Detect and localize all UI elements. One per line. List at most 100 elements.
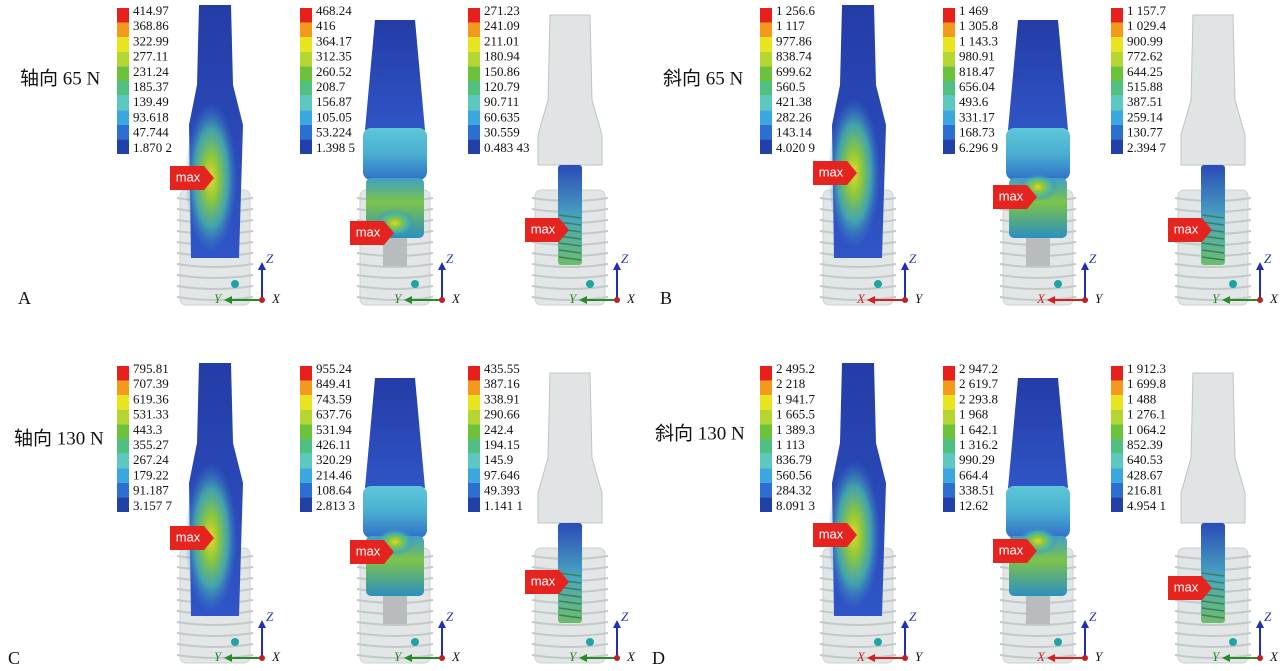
legend-value: 852.39 (1127, 437, 1163, 452)
abutment-cone (365, 20, 425, 130)
legend-value: 1 117 (776, 18, 805, 33)
legend-value: 180.94 (484, 49, 520, 64)
light-sphere (411, 638, 419, 646)
screw-thread (1201, 249, 1225, 254)
abutment-cone (1008, 20, 1068, 130)
legend-value: 468.24 (316, 3, 352, 18)
max-label: max (176, 169, 201, 184)
legend-swatch (300, 424, 312, 439)
legend-swatch (1111, 395, 1123, 410)
legend-value: 130.77 (1127, 125, 1163, 140)
legend-value: 416 (316, 18, 336, 33)
screw (1026, 596, 1050, 624)
legend-swatch (468, 380, 480, 396)
legend-swatch (468, 409, 480, 425)
axis-origin (1257, 297, 1263, 303)
axis-z-head (258, 262, 266, 270)
screw-thread (558, 614, 582, 619)
panel-load: 斜向 130 N (655, 422, 745, 444)
legend-swatch (1111, 139, 1123, 154)
thread (176, 296, 254, 301)
legend-value: 1 699.8 (1127, 376, 1166, 391)
screw-thread (1201, 572, 1225, 577)
legend-swatch (760, 51, 772, 67)
legend-swatch (300, 366, 312, 381)
thread (356, 621, 434, 626)
legend-swatch (1111, 81, 1123, 96)
legend-value: 49.393 (484, 483, 520, 498)
legend-swatch (760, 139, 772, 154)
max-label: max (999, 542, 1024, 557)
axis-left-label: X (856, 291, 866, 306)
legend-swatch (300, 380, 312, 396)
screw (383, 238, 407, 266)
max-label: max (1174, 579, 1199, 594)
axis-left-label: Y (569, 291, 578, 306)
axis-left-head (224, 296, 232, 304)
light-sphere (1054, 280, 1062, 288)
legend-value: 977.86 (776, 33, 812, 48)
legend-value: 214.46 (316, 467, 352, 482)
light-sphere (586, 280, 594, 288)
axis-left-label: X (1036, 291, 1046, 306)
legend-swatch (117, 95, 129, 111)
legend-swatch (943, 380, 955, 396)
legend-swatch (760, 124, 772, 140)
legend-swatch (1111, 497, 1123, 512)
legend-swatch (117, 139, 129, 154)
legend-swatch (117, 424, 129, 439)
legend-value: 1 316.2 (959, 437, 998, 452)
thread (356, 632, 434, 637)
legend-value: 1 064.2 (1127, 422, 1166, 437)
max-label: max (819, 526, 844, 541)
abutment-cone (1008, 378, 1068, 488)
legend-value: 168.73 (959, 125, 995, 140)
legend-value: 818.47 (959, 64, 995, 79)
legend-swatch (300, 22, 312, 38)
legend-value: 277.11 (133, 49, 168, 64)
legend-value: 93.618 (133, 109, 169, 124)
legend-swatch (1111, 409, 1123, 425)
axis-z-head (1081, 262, 1089, 270)
legend-value: 772.62 (1127, 49, 1163, 64)
legend-swatch (760, 95, 772, 111)
legend-swatch (943, 366, 955, 381)
legend-value: 53.224 (316, 125, 352, 140)
legend-value: 980.91 (959, 49, 995, 64)
legend-swatch (1111, 468, 1123, 483)
legend-swatch (1111, 482, 1123, 498)
axis-right-label: Y (1095, 649, 1104, 664)
legend-swatch (300, 395, 312, 410)
thread (819, 296, 897, 301)
legend-swatch (943, 395, 955, 410)
legend-swatch (943, 37, 955, 52)
legend-value: 955.24 (316, 361, 352, 376)
legend-value: 1 305.8 (959, 18, 998, 33)
legend-swatch (760, 380, 772, 396)
thread (356, 296, 434, 301)
model: max 955.24849.41743.59637.76531.94426.113… (300, 361, 461, 664)
axis-z-head (438, 262, 446, 270)
legend-swatch (760, 482, 772, 498)
axis-z-label: Z (621, 251, 629, 266)
legend-swatch (468, 124, 480, 140)
thread (819, 285, 897, 290)
legend-value: 120.79 (484, 79, 520, 94)
model: max 468.24416364.17312.35260.52208.7156.8… (300, 3, 461, 306)
axis-z-label: Z (266, 251, 274, 266)
axis-right-label: X (1269, 649, 1279, 664)
legend-value: 515.88 (1127, 79, 1163, 94)
max-marker (350, 540, 394, 564)
legend-value: 656.04 (959, 79, 995, 94)
legend-swatch (943, 8, 955, 23)
axis-right-label: X (1269, 291, 1279, 306)
axis-origin (1257, 655, 1263, 661)
thread (1174, 263, 1252, 268)
panel-letter: D (652, 648, 665, 668)
thread (356, 643, 434, 648)
legend-value: 1 157.7 (1127, 3, 1167, 18)
legend-swatch (300, 482, 312, 498)
legend-value: 838.74 (776, 49, 812, 64)
max-marker (350, 221, 394, 245)
